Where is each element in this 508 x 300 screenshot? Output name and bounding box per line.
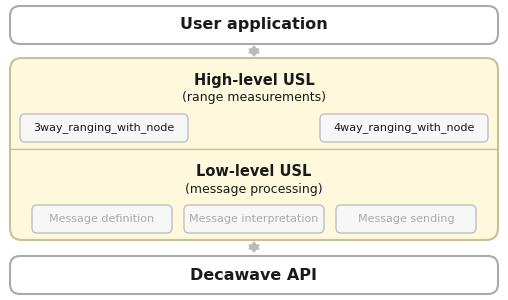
Polygon shape — [252, 49, 256, 53]
Text: High-level USL: High-level USL — [194, 73, 314, 88]
Text: Decawave API: Decawave API — [190, 268, 318, 283]
Polygon shape — [249, 49, 259, 56]
Text: (range measurements): (range measurements) — [182, 92, 326, 104]
Polygon shape — [249, 242, 259, 249]
FancyBboxPatch shape — [184, 205, 324, 233]
FancyBboxPatch shape — [32, 205, 172, 233]
Text: 4way_ranging_with_node: 4way_ranging_with_node — [333, 122, 474, 134]
Text: Message definition: Message definition — [49, 214, 154, 224]
Polygon shape — [249, 46, 259, 53]
FancyBboxPatch shape — [10, 6, 498, 44]
Text: Message interpretation: Message interpretation — [189, 214, 319, 224]
Text: Message sending: Message sending — [358, 214, 454, 224]
Text: 3way_ranging_with_node: 3way_ranging_with_node — [34, 122, 175, 134]
Text: User application: User application — [180, 17, 328, 32]
Text: (message processing): (message processing) — [185, 182, 323, 196]
FancyBboxPatch shape — [20, 114, 188, 142]
FancyBboxPatch shape — [10, 58, 498, 240]
Text: Low-level USL: Low-level USL — [196, 164, 312, 178]
Polygon shape — [252, 245, 256, 249]
FancyBboxPatch shape — [10, 256, 498, 294]
Polygon shape — [249, 245, 259, 252]
FancyBboxPatch shape — [336, 205, 476, 233]
FancyBboxPatch shape — [320, 114, 488, 142]
